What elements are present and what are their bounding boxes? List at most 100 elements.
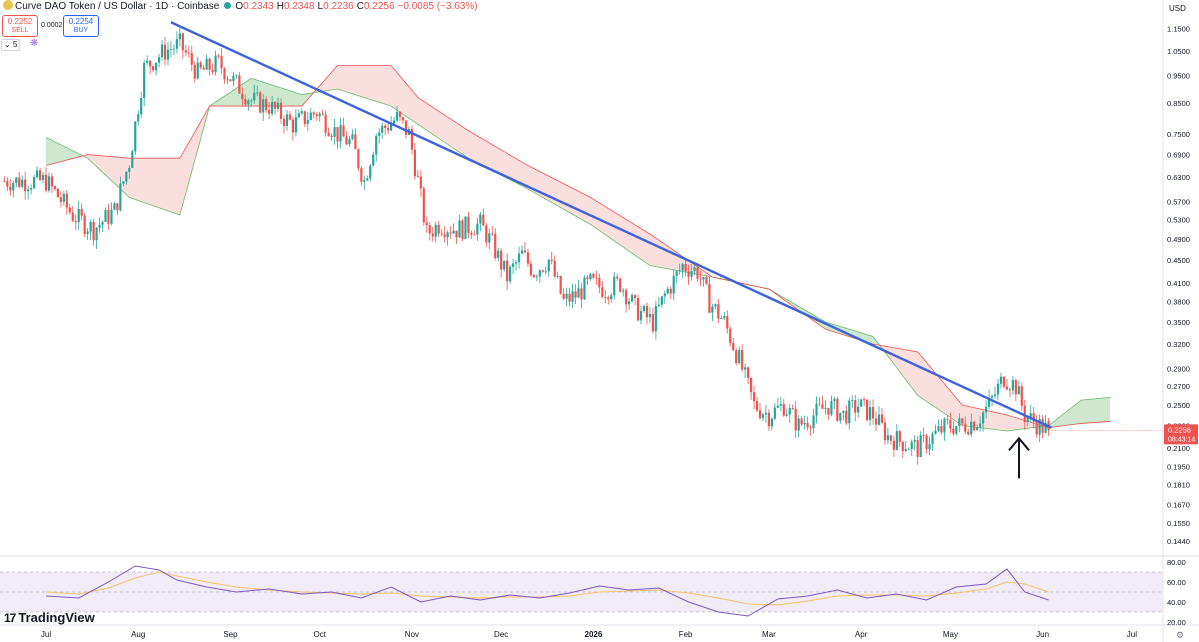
candle-body <box>601 287 604 297</box>
candle-body <box>782 404 785 416</box>
arrow-head <box>1008 436 1030 451</box>
price-tick-label: 0.5300 <box>1167 216 1190 225</box>
cloud-segment <box>442 113 444 142</box>
candle-body <box>208 58 211 70</box>
cloud-segment <box>916 351 918 396</box>
price-axis[interactable]: 1.1500 1.0500 0.9500 0.8500 0.7500 0.6900 0.63… <box>1167 25 1190 627</box>
price-tick-label: 0.9500 <box>1167 72 1190 81</box>
cloud-segment <box>156 158 158 208</box>
cloud-segment <box>398 73 400 113</box>
candle-body <box>702 277 705 280</box>
candle-body <box>366 178 369 181</box>
candle-body <box>1035 421 1038 435</box>
price-tick-label: 0.3200 <box>1167 340 1190 349</box>
candle-body <box>342 125 345 137</box>
candle-body <box>226 79 229 81</box>
cloud-segment <box>1086 399 1088 424</box>
cloud-segment <box>590 197 592 226</box>
symbol-title[interactable]: Curve DAO Token / US Dollar · 1D · Coinb… <box>15 1 220 12</box>
candle-body <box>708 283 711 313</box>
cloud-segment <box>956 397 958 423</box>
cloud-segment <box>572 188 574 216</box>
cloud-segment <box>462 126 464 156</box>
candle-body <box>86 231 89 234</box>
market-status-icon[interactable] <box>224 2 232 9</box>
price-tick-label: 1.0500 <box>1167 47 1190 56</box>
cloud-segment <box>906 349 908 383</box>
cloud-segment <box>896 348 898 370</box>
cloud-segment <box>516 158 518 184</box>
cloud-segment <box>376 65 378 102</box>
cloud-segment <box>522 162 524 187</box>
candle-body <box>134 121 137 152</box>
candle-body <box>895 431 898 450</box>
cloud-segment <box>1108 397 1110 422</box>
candle-body <box>372 154 375 166</box>
candle-body <box>122 181 125 184</box>
indicator-toggle[interactable]: ⌄ 5 <box>1 39 21 51</box>
cloud-segment <box>48 138 50 166</box>
candle-body <box>315 114 318 117</box>
cloud-segment <box>506 152 508 179</box>
cloud-segment <box>564 183 566 211</box>
candle-body <box>970 421 973 435</box>
cloud-segment <box>446 115 448 145</box>
cloud-segment <box>620 215 622 247</box>
candle-body <box>520 250 524 254</box>
sell-button[interactable]: 0.2252 SELL <box>2 15 38 37</box>
candle-body <box>271 101 274 114</box>
candle-body <box>220 55 223 69</box>
annotation-arrow[interactable] <box>1008 436 1030 479</box>
cloud-segment <box>622 216 624 248</box>
candle-body <box>529 263 533 275</box>
time-axis[interactable]: Jul Aug Sep Oct Nov Dec 2026 Feb Mar Apr May Jun Jul <box>41 630 1137 639</box>
cloud-segment <box>92 154 94 165</box>
settings-icon[interactable]: ❋ <box>30 38 39 49</box>
cloud-segment <box>452 119 454 149</box>
cloud-segment <box>862 333 864 342</box>
gear-icon[interactable]: ⚙ <box>1176 630 1185 640</box>
currency-label[interactable]: USD <box>1169 4 1186 13</box>
cloud-segment <box>192 133 194 171</box>
cloud-segment <box>174 158 176 214</box>
cloud-segment <box>512 156 514 182</box>
time-tick-label: Sep <box>223 630 238 639</box>
buy-button[interactable]: 0.2254 BUY <box>63 15 99 37</box>
cloud-segment <box>990 411 992 430</box>
candle-body <box>62 193 65 202</box>
candle-body <box>616 276 619 279</box>
cloud-segment <box>234 88 236 107</box>
cloud-segment <box>500 149 502 176</box>
candle-body <box>922 435 925 437</box>
cloud-segment <box>416 95 418 125</box>
cloud-segment <box>236 87 238 107</box>
cloud-segment <box>652 235 654 267</box>
candle-body <box>428 225 431 234</box>
candle-body <box>842 410 845 413</box>
candle-body <box>976 427 979 431</box>
candle-body <box>720 318 723 320</box>
cloud-segment <box>162 158 164 210</box>
cloud-segment <box>914 351 916 394</box>
cloud-segment <box>230 91 232 107</box>
tradingview-logo[interactable]: 17 TradingView <box>4 610 95 625</box>
trendline[interactable] <box>170 21 1053 429</box>
cloud-segment <box>872 336 874 345</box>
cloud-segment <box>998 413 1000 431</box>
price-tick-label: 0.6900 <box>1167 151 1190 160</box>
candle-body <box>779 404 782 406</box>
cloud-segment <box>1104 397 1106 422</box>
cloud-segment <box>166 158 168 211</box>
cloud-segment <box>60 144 62 162</box>
candle-body <box>476 223 479 235</box>
cloud-segment <box>378 65 380 103</box>
candle-body <box>321 113 324 115</box>
cloud-segment <box>648 232 650 266</box>
candle-body <box>140 97 143 115</box>
candle-body <box>482 214 485 226</box>
candle-body <box>987 397 991 407</box>
candle-body <box>6 181 9 187</box>
candle-body <box>803 423 806 425</box>
symbol-header: Curve DAO Token / US Dollar · 1D · Coinb… <box>0 0 481 14</box>
